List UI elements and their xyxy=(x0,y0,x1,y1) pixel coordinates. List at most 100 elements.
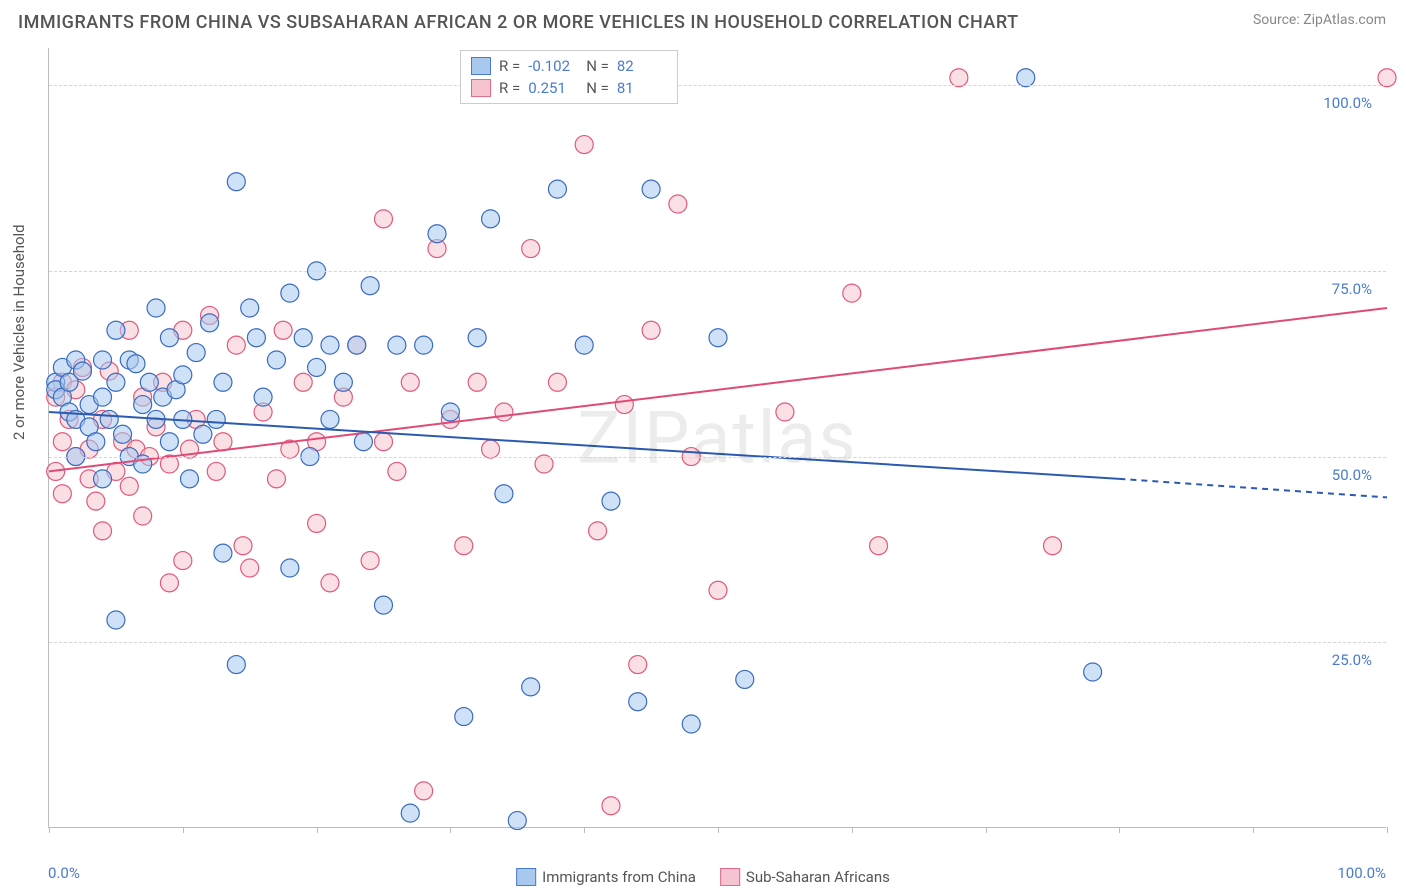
data-point xyxy=(575,136,593,154)
data-point xyxy=(294,329,312,347)
data-point xyxy=(375,596,393,614)
data-point xyxy=(174,552,192,570)
n-value-series2: 81 xyxy=(617,79,667,97)
data-point xyxy=(120,477,138,495)
data-point xyxy=(281,284,299,302)
data-point xyxy=(1017,69,1035,87)
data-point xyxy=(227,656,245,674)
data-point xyxy=(160,433,178,451)
data-point xyxy=(214,433,232,451)
x-tick-label: 100.0% xyxy=(1337,864,1386,882)
x-tick xyxy=(183,827,184,833)
data-point xyxy=(94,522,112,540)
data-point xyxy=(1044,537,1062,555)
data-point xyxy=(455,708,473,726)
data-point xyxy=(642,321,660,339)
data-point xyxy=(160,329,178,347)
data-point xyxy=(388,336,406,354)
data-point xyxy=(334,373,352,391)
swatch-pink-icon xyxy=(471,79,491,97)
data-point xyxy=(134,507,152,525)
data-point xyxy=(468,373,486,391)
data-point xyxy=(241,299,259,317)
data-point xyxy=(94,470,112,488)
legend-item-series1: Immigrants from China xyxy=(516,868,696,886)
swatch-blue-icon xyxy=(516,868,536,886)
data-point xyxy=(321,574,339,592)
data-point xyxy=(107,611,125,629)
data-point xyxy=(247,329,265,347)
data-point xyxy=(522,678,540,696)
data-point xyxy=(308,358,326,376)
data-point xyxy=(87,433,105,451)
data-point xyxy=(375,210,393,228)
data-point xyxy=(354,433,372,451)
y-tick-label: 100.0% xyxy=(1323,94,1372,112)
data-point xyxy=(127,355,145,373)
chart-plot-area: ZIPatlas 25.0%50.0%75.0%100.0% xyxy=(48,48,1386,828)
data-point xyxy=(267,351,285,369)
data-point xyxy=(388,462,406,480)
data-point xyxy=(522,240,540,258)
data-point xyxy=(575,336,593,354)
chart-title: IMMIGRANTS FROM CHINA VS SUBSAHARAN AFRI… xyxy=(18,12,1019,33)
data-point xyxy=(107,321,125,339)
x-tick xyxy=(852,827,853,833)
data-point xyxy=(455,537,473,555)
r-label: R = xyxy=(499,79,520,97)
x-tick xyxy=(584,827,585,833)
data-point xyxy=(468,329,486,347)
stats-row-series2: R = 0.251 N = 81 xyxy=(471,77,667,99)
data-point xyxy=(495,403,513,421)
data-point xyxy=(736,670,754,688)
data-point xyxy=(709,329,727,347)
scatter-svg xyxy=(49,48,1386,827)
r-value-series2: 0.251 xyxy=(528,79,578,97)
data-point xyxy=(214,373,232,391)
data-point xyxy=(73,362,91,380)
data-point xyxy=(227,173,245,191)
data-point xyxy=(428,225,446,243)
data-point xyxy=(214,544,232,562)
data-point xyxy=(94,351,112,369)
data-point xyxy=(160,574,178,592)
data-point xyxy=(234,537,252,555)
data-point xyxy=(548,373,566,391)
data-point xyxy=(682,715,700,733)
data-point xyxy=(207,410,225,428)
data-point xyxy=(1378,69,1396,87)
r-label: R = xyxy=(499,57,520,75)
data-point xyxy=(950,69,968,87)
source-label: Source: ZipAtlas.com xyxy=(1253,12,1386,28)
data-point xyxy=(508,812,526,830)
x-tick xyxy=(1119,827,1120,833)
n-value-series1: 82 xyxy=(617,57,667,75)
data-point xyxy=(401,804,419,822)
data-point xyxy=(843,284,861,302)
gridline xyxy=(49,271,1386,272)
x-tick xyxy=(986,827,987,833)
data-point xyxy=(194,425,212,443)
data-point xyxy=(180,470,198,488)
n-label: N = xyxy=(586,57,609,75)
data-point xyxy=(227,336,245,354)
x-tick xyxy=(1387,827,1388,833)
data-point xyxy=(281,559,299,577)
data-point xyxy=(241,559,259,577)
data-point xyxy=(482,440,500,458)
data-point xyxy=(441,403,459,421)
data-point xyxy=(174,366,192,384)
data-point xyxy=(207,462,225,480)
data-point xyxy=(615,396,633,414)
data-point xyxy=(147,299,165,317)
data-point xyxy=(53,485,71,503)
data-point xyxy=(294,373,312,391)
data-point xyxy=(548,180,566,198)
data-point xyxy=(870,537,888,555)
n-label: N = xyxy=(586,79,609,97)
data-point xyxy=(53,433,71,451)
data-point xyxy=(415,336,433,354)
data-point xyxy=(709,581,727,599)
data-point xyxy=(321,410,339,428)
data-point xyxy=(114,425,132,443)
